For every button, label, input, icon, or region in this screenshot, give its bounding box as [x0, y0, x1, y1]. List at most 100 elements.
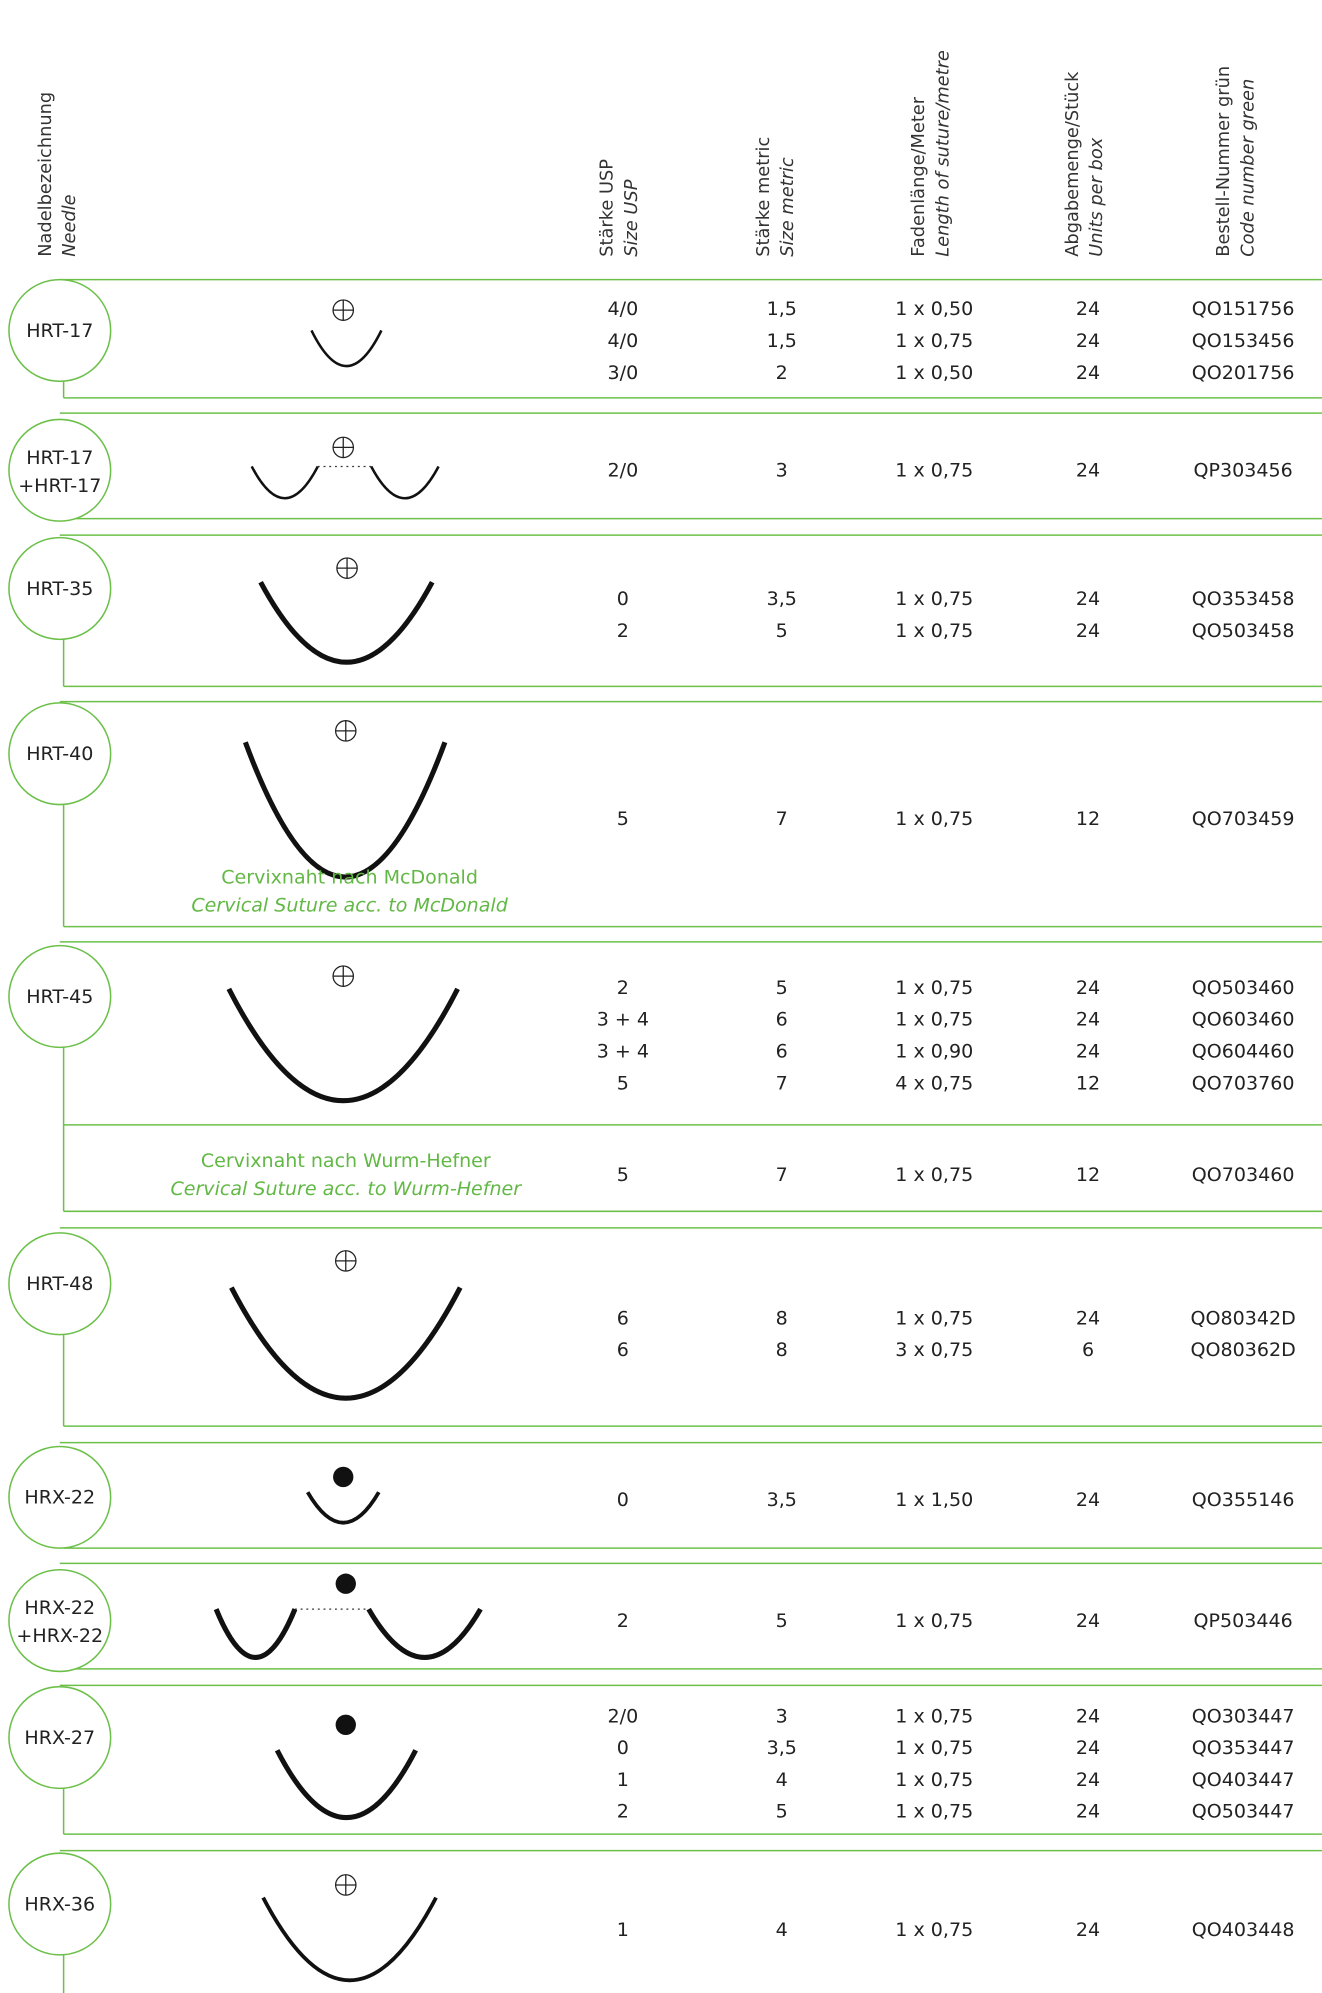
cell: 1: [617, 1769, 629, 1791]
cell: 1 x 0,75: [895, 1610, 973, 1632]
needle-shape: [263, 1898, 436, 1981]
needle-name: HRX-27: [24, 1727, 95, 1749]
cell: 24: [1076, 1041, 1100, 1063]
cell: 1 x 0,75: [895, 1769, 973, 1791]
cell: 1,5: [767, 330, 797, 352]
cell: QO303447: [1192, 1705, 1295, 1727]
cell: 1 x 0,50: [895, 362, 973, 384]
needle-badge: [9, 1570, 111, 1672]
cell: 24: [1076, 977, 1100, 999]
cell: QO353458: [1192, 588, 1295, 610]
needle-name: +HRX-22: [16, 1625, 103, 1647]
cell: QO603460: [1192, 1009, 1295, 1031]
needle-shape: [277, 1750, 416, 1817]
cell: QO201756: [1192, 362, 1295, 384]
cell: 3/0: [608, 362, 639, 384]
cell: 5: [776, 977, 788, 999]
cell: 2: [617, 1801, 629, 1823]
cell: 1 x 0,75: [895, 460, 973, 482]
cell: 24: [1076, 1705, 1100, 1727]
cell: QO80362D: [1191, 1339, 1296, 1361]
cell: 4: [776, 1769, 788, 1791]
needle-shape: [245, 742, 445, 877]
cell: 1 x 0,75: [895, 1919, 973, 1941]
cell: 1 x 0,75: [895, 1801, 973, 1823]
needle-name: HRT-40: [26, 743, 93, 765]
cell: 6: [776, 1009, 788, 1031]
cell: 0: [617, 1737, 629, 1759]
cell: 1 x 0,75: [895, 1307, 973, 1329]
cell: 24: [1076, 1769, 1100, 1791]
needle-symbol: [333, 1467, 353, 1487]
needle-shape: [252, 466, 318, 498]
needle-name: HRX-22: [24, 1487, 95, 1509]
cell: 24: [1076, 362, 1100, 384]
cell: 3: [776, 460, 788, 482]
cell: 1 x 0,75: [895, 620, 973, 642]
cell: QP303456: [1194, 460, 1293, 482]
cell: 4/0: [608, 330, 639, 352]
cell: QO80342D: [1191, 1307, 1296, 1329]
cell: 0: [617, 588, 629, 610]
cell: QO403447: [1192, 1769, 1295, 1791]
note: Cervical Suture acc. to Wurm-Hefner: [170, 1178, 522, 1200]
cell: 5: [617, 808, 629, 830]
column-header: Bestell-Nummer grün: [1213, 66, 1234, 257]
cell: 5: [776, 1610, 788, 1632]
cell: 5: [617, 1164, 629, 1186]
cell: 6: [1082, 1339, 1094, 1361]
needle-shape: [261, 582, 433, 662]
column-header: Size metric: [777, 157, 798, 257]
cell: 1 x 0,75: [895, 588, 973, 610]
column-header: Size USP: [621, 179, 642, 256]
cell: 2/0: [608, 460, 639, 482]
column-header: Units per box: [1086, 137, 1107, 256]
cell: 24: [1076, 330, 1100, 352]
cell: 7: [776, 808, 788, 830]
cell: QO703459: [1192, 808, 1295, 830]
cell: QO503447: [1192, 1801, 1295, 1823]
cell: 8: [776, 1307, 788, 1329]
cell: 3 x 0,75: [895, 1339, 973, 1361]
cell: 5: [776, 620, 788, 642]
needle-shape: [369, 1609, 481, 1657]
cell: QO604460: [1192, 1041, 1295, 1063]
cell: 1 x 0,75: [895, 977, 973, 999]
cell: 1 x 0,50: [895, 298, 973, 320]
needle-shape: [231, 1288, 460, 1399]
cell: 12: [1076, 1164, 1100, 1186]
cell: 8: [776, 1339, 788, 1361]
column-header: Fadenlänge/Meter: [908, 96, 929, 257]
cell: QP503446: [1194, 1610, 1293, 1632]
cell: QO153456: [1192, 330, 1295, 352]
cell: 3: [776, 1705, 788, 1727]
needle-shape: [216, 1609, 295, 1657]
column-header: Abgabemenge/Stück: [1062, 71, 1083, 257]
cell: 1 x 0,75: [895, 1009, 973, 1031]
cell: 1 x 0,75: [895, 808, 973, 830]
cell: 24: [1076, 588, 1100, 610]
cell: QO503458: [1192, 620, 1295, 642]
cell: 3,5: [767, 1737, 797, 1759]
needle-name: HRT-17: [26, 320, 93, 342]
cell: 6: [617, 1339, 629, 1361]
cell: QO151756: [1192, 298, 1295, 320]
cell: 2: [617, 977, 629, 999]
cell: 24: [1076, 1307, 1100, 1329]
note: Cervical Suture acc. to McDonald: [191, 894, 508, 916]
cell: 5: [617, 1072, 629, 1094]
needle-name: HRT-48: [26, 1273, 93, 1295]
cell: 3 + 4: [597, 1009, 649, 1031]
needle-badge: [9, 419, 111, 521]
cell: 1 x 0,75: [895, 1705, 973, 1727]
cell: 6: [617, 1307, 629, 1329]
cell: 5: [776, 1801, 788, 1823]
column-header: Needle: [59, 194, 80, 256]
needle-name: +HRT-17: [18, 475, 101, 497]
cell: 2/0: [608, 1705, 639, 1727]
cell: 24: [1076, 1009, 1100, 1031]
cell: 1 x 1,50: [895, 1489, 973, 1511]
column-header: Stärke metric: [753, 137, 774, 257]
cell: 1 x 0,75: [895, 330, 973, 352]
cell: 2: [776, 362, 788, 384]
